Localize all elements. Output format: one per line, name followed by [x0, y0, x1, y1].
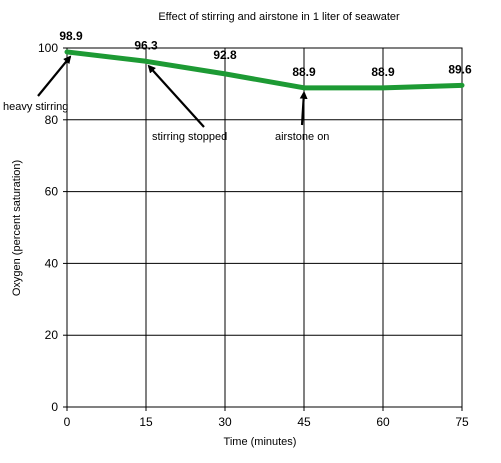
y-tick-label: 0	[51, 400, 58, 414]
x-tick-label: 60	[376, 415, 390, 429]
y-tick-label: 20	[45, 328, 59, 342]
annotation-arrow	[299, 90, 308, 126]
data-label: 98.9	[59, 29, 83, 43]
y-axis-label: Oxygen (percent saturation)	[11, 160, 23, 296]
x-tick-label: 45	[297, 415, 311, 429]
data-label: 88.9	[292, 65, 316, 79]
x-tick-label: 75	[455, 415, 469, 429]
grid-lines	[63, 47, 463, 411]
y-tick-label: 60	[45, 185, 59, 199]
data-label: 89.6	[448, 62, 472, 76]
annotation-arrow	[37, 55, 72, 97]
x-tick-label: 0	[64, 415, 71, 429]
chart-title: Effect of stirring and airstone in 1 lit…	[158, 11, 400, 23]
x-tick-label: 15	[139, 415, 153, 429]
annotation-label: stirring stopped	[152, 131, 227, 143]
series-line	[64, 49, 465, 91]
plot-frame	[66, 47, 463, 408]
data-label: 88.9	[371, 65, 395, 79]
y-tick-label: 100	[38, 41, 58, 55]
x-axis-label: Time (minutes)	[224, 436, 297, 448]
annotation-label: heavy stirring	[3, 101, 68, 113]
y-tick-label: 80	[45, 113, 59, 127]
y-tick-label: 40	[45, 256, 59, 270]
annotation-arrow	[147, 64, 205, 128]
annotation-label: airstone on	[275, 131, 329, 143]
data-label: 92.8	[213, 48, 237, 62]
data-label: 96.3	[134, 38, 158, 52]
x-tick-label: 30	[218, 415, 232, 429]
